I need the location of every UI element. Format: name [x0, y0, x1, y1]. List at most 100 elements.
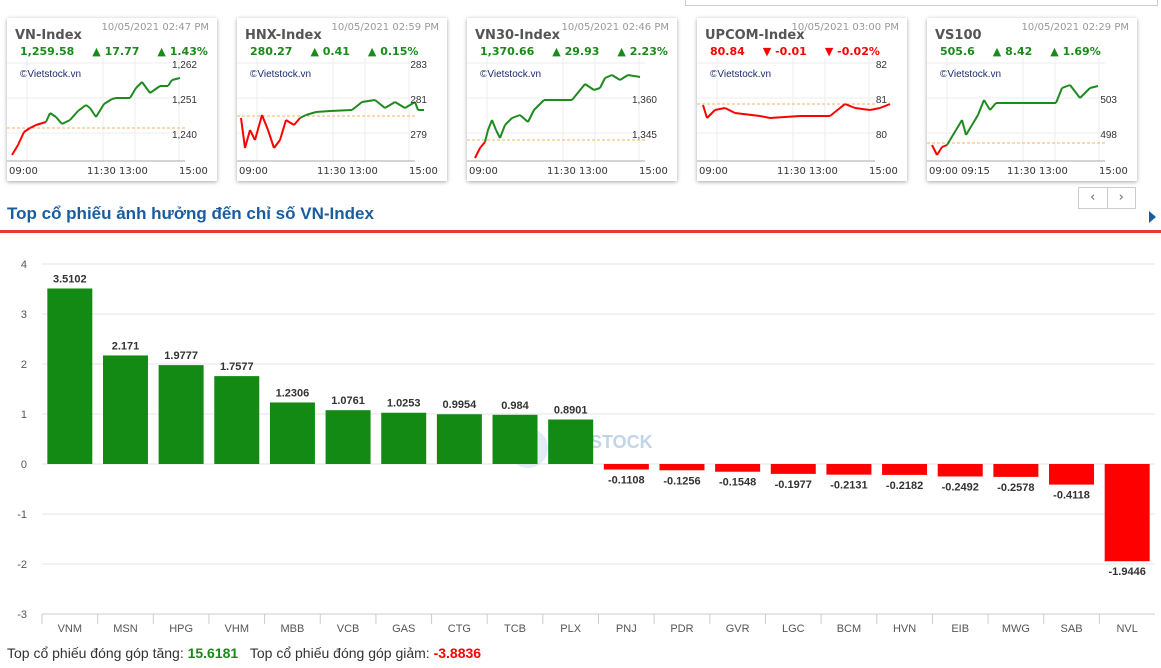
bar-vhm: [214, 376, 260, 464]
card-index-name: VS100: [935, 28, 982, 43]
up-value: 15.6181: [187, 645, 239, 661]
prev-button[interactable]: ‹: [1090, 190, 1096, 205]
sparkline-segment: [299, 114, 307, 119]
sparkline-segment: [604, 74, 613, 79]
card-x-tick: 09:00 09:15: [929, 166, 990, 177]
x-tick-label: VNM: [58, 623, 82, 635]
x-tick-label: HPG: [169, 623, 193, 635]
sparkline-segment: [305, 111, 317, 116]
watermark-logo: STOCK: [590, 432, 653, 452]
bar-hvn: [882, 464, 928, 475]
expand-arrow-icon[interactable]: [1149, 211, 1156, 223]
bar-mbb: [269, 402, 315, 464]
data-label: -0.4118: [1053, 490, 1090, 502]
sparkline-segment: [511, 114, 521, 119]
index-card[interactable]: 10/05/2021 02:59 PM HNX-Index 280.27 ▲ 0…: [237, 18, 447, 181]
card-percent: 1.69%: [1062, 45, 1101, 58]
card-percent: 0.15%: [380, 45, 419, 58]
card-watermark: ©Vietstock.vn: [710, 69, 772, 80]
contribution-bar-chart: 4 3 2 1 0 -1 -2 -3 STOCK 3.5102 VNM 2.171 MSN 1.9777 H…: [17, 259, 1155, 635]
card-change: 0.41: [322, 45, 350, 58]
card-y-tick: 503: [1100, 95, 1117, 106]
arrow-up-icon: ▲: [617, 45, 626, 58]
card-x-tick: 11:30: [777, 166, 806, 177]
bar-plx: [548, 419, 594, 464]
arrow-up-icon: ▲: [92, 45, 101, 58]
sparkline-segment: [273, 139, 281, 149]
card-x-tick: 13:00: [809, 166, 838, 177]
arrow-up-icon: ▲: [552, 45, 561, 58]
sparkline-segment: [279, 119, 287, 141]
card-watermark: ©Vietstock.vn: [480, 69, 542, 80]
y-tick-label: 3: [21, 309, 27, 321]
sparkline-segment: [961, 119, 967, 136]
bar-nvl: [1104, 464, 1150, 562]
x-tick-label: PDR: [670, 623, 693, 635]
sparkline-segment: [829, 103, 846, 117]
sparkline-segment: [879, 103, 891, 109]
sparkline-segment: [584, 83, 595, 91]
y-tick-label: -2: [17, 559, 27, 571]
bar-msn: [102, 355, 148, 464]
card-y-tick: 80: [875, 130, 887, 141]
sparkline-segment: [361, 99, 376, 103]
footer-summary: Top cổ phiếu đóng góp tăng: 15.6181 Top …: [7, 645, 481, 661]
sparkline-segment: [61, 119, 71, 125]
next-button[interactable]: ›: [1106, 188, 1136, 208]
index-card[interactable]: 10/05/2021 02:29 PM VS100 505.6 ▲ 8.42 ▲…: [927, 18, 1137, 181]
card-percent: -0.02%: [837, 45, 880, 58]
data-label: -0.2131: [830, 480, 867, 492]
x-tick-label: PNJ: [616, 623, 637, 635]
y-tick-label: 2: [21, 359, 27, 371]
x-tick-label: GAS: [392, 623, 415, 635]
card-change: 17.77: [104, 45, 140, 58]
x-tick-label: GVR: [726, 623, 750, 635]
index-card[interactable]: 10/05/2021 03:00 PM UPCOM-Index 80.84 ▼ …: [697, 18, 907, 181]
sparkline-segment: [474, 147, 481, 159]
sparkline-segment: [499, 124, 506, 139]
data-label: -0.1548: [719, 477, 756, 489]
top-panel-edge: [685, 0, 1158, 6]
card-y-tick: 82: [875, 60, 887, 71]
card-y-tick: 1,251: [171, 95, 197, 106]
card-index-name: UPCOM-Index: [705, 28, 805, 43]
card-y-tick: 1,360: [631, 95, 657, 106]
sparkline-segment: [129, 87, 137, 99]
sparkline-segment: [351, 101, 363, 111]
x-tick-label: EIB: [951, 623, 969, 635]
bar-pdr: [659, 464, 705, 471]
card-x-tick: 15:00: [1099, 166, 1128, 177]
data-label: 3.5102: [53, 273, 87, 285]
card-x-tick: 15:00: [409, 166, 438, 177]
sparkline-segment: [149, 85, 161, 94]
card-value: 1,370.66: [480, 45, 535, 58]
sparkline-segment: [527, 109, 535, 123]
index-card[interactable]: 10/05/2021 02:47 PM VN-Index 1,259.58 ▲ …: [7, 18, 217, 181]
data-label: -0.1977: [775, 479, 812, 491]
x-tick-label: NVL: [1116, 623, 1137, 635]
card-y-tick: 1,345: [631, 130, 657, 141]
sparkline-segment: [714, 107, 726, 111]
x-tick-label: MSN: [113, 623, 138, 635]
sparkline-segment: [103, 98, 113, 105]
sparkline-segment: [414, 101, 419, 111]
sparkline-segment: [95, 103, 105, 118]
arrow-up-icon: ▲: [992, 45, 1002, 58]
sparkline-segment: [759, 115, 771, 119]
sparkline-segment: [971, 114, 979, 126]
card-timestamp: 10/05/2021 02:46 PM: [561, 22, 669, 33]
card-x-tick: 11:30: [547, 166, 576, 177]
sparkline-segment: [484, 129, 489, 143]
sparkline-segment: [35, 121, 47, 126]
card-index-name: VN30-Index: [475, 28, 561, 43]
sparkline-segment: [599, 77, 606, 89]
sparkline-segment: [374, 99, 386, 109]
index-card[interactable]: 10/05/2021 02:46 PM VN30-Index 1,370.66 …: [467, 18, 677, 181]
card-x-tick: 13:00: [349, 166, 378, 177]
data-label: 1.2306: [276, 387, 310, 399]
y-tick-label: 4: [21, 259, 27, 271]
card-y-tick: 1,262: [171, 60, 197, 71]
x-tick-label: VCB: [337, 623, 360, 635]
y-tick-label: -3: [17, 609, 27, 621]
data-label: -0.1108: [608, 475, 645, 487]
